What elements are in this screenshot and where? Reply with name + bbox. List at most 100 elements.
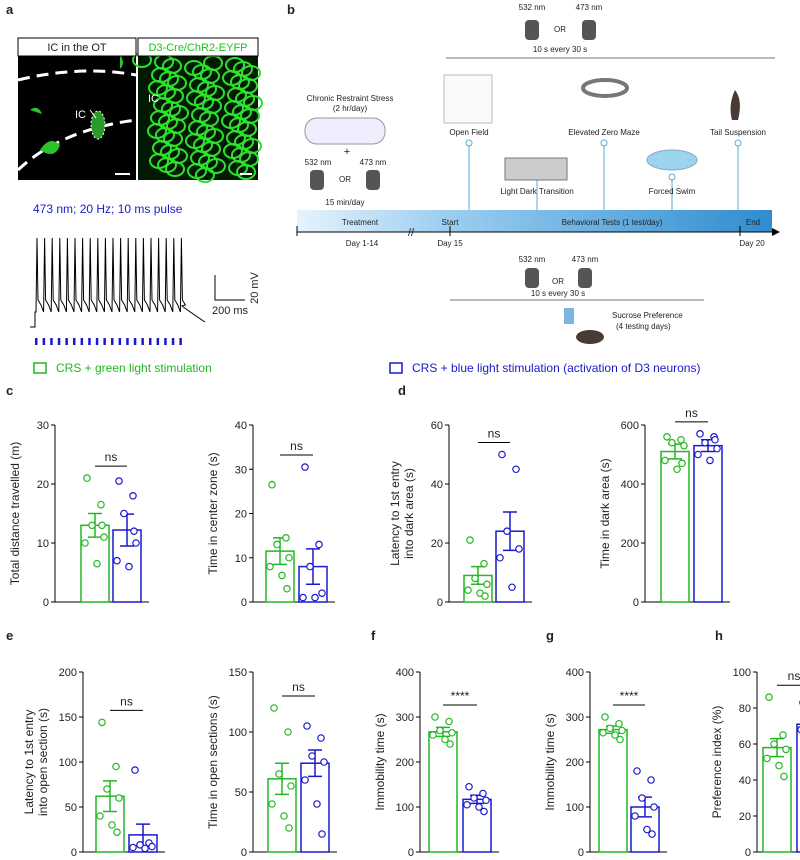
open-field-icon [443,74,493,124]
y-tick-label: 150 [229,667,247,679]
y-tick-label: 200 [621,538,639,550]
pulse [171,338,175,345]
data-point [650,803,658,811]
data-point [275,770,283,778]
data-point [463,800,471,809]
data-point [706,456,714,465]
data-point [93,559,101,568]
y-axis-label: Time in dark area (s) [598,458,612,568]
data-point [303,722,311,730]
data-point [98,521,106,530]
region-label: IC [148,93,159,105]
error-bar [103,780,117,813]
data-point [464,586,472,595]
axis-break: // [408,227,415,239]
data-point [318,589,326,597]
panel-b: 532 nm OR 473 nm 10 s every 30 s Chronic… [296,3,780,344]
phase: Behavioral Tests (1 test/day) [562,218,663,227]
data-point [448,728,456,737]
ic-outline [90,110,106,140]
pulses [35,338,182,345]
swim-icon [646,149,698,171]
arrowhead [772,228,780,236]
y-axis-label: into dark area (s) [402,468,416,559]
data-point [306,562,314,571]
data-point [308,752,316,760]
data-point [141,844,149,853]
data-point [508,583,516,592]
pulse [126,338,129,345]
pulse [133,338,137,345]
test-label: Open Field [449,128,488,137]
data-point [606,724,614,733]
data-point [282,534,290,542]
laser-icon [578,268,592,288]
pulse [65,338,68,345]
legend-swatch [33,362,47,374]
timeline-band [297,210,772,232]
stim-label: OR [552,277,564,286]
data-point [270,704,278,712]
stim-protocol: 10 s every 30 s [531,289,585,298]
y-axis-label: Latency to 1st entry [22,710,36,815]
y-tick-label: 100 [229,727,247,739]
error-bar [770,737,784,758]
treatment-label: Chronic Restraint Stress [307,94,394,103]
bottle-icon [564,308,574,324]
data-point [136,840,144,849]
y-tick-label: 40 [739,775,751,787]
pulse [73,338,76,345]
data-point [466,536,474,544]
y-axis-label: Immobility time (s) [373,713,387,810]
pulse [35,338,38,345]
data-point [120,509,128,518]
data-point [780,772,788,781]
y-tick-label: 200 [566,757,584,769]
maze-icon [581,78,629,98]
data-point [668,438,676,447]
stim-protocol: 15 min/day [325,198,364,207]
fluorescence [186,90,206,106]
data-point [132,539,140,547]
y-tick-label: 200 [59,667,77,679]
fluorescence [222,70,242,86]
pulse [118,338,122,345]
stim-label: 532 nm [519,255,546,264]
data-point [129,843,137,852]
fluorescence [184,60,204,76]
stim-protocol: 10 s every 30 s [533,45,587,54]
test-connectors [468,146,739,210]
y-tick-label: 80 [739,703,751,715]
image-title: IC in the OT [47,42,107,54]
y-tick-label: 100 [566,802,584,814]
data-point [503,527,511,536]
fluorescence [149,153,169,169]
bar [660,450,690,603]
data-point [711,435,719,444]
data-point [512,465,520,474]
pulse [141,338,144,345]
significance: ns [685,406,698,420]
data-point [287,782,295,790]
treatment-label: (2 hr/day) [333,104,368,113]
test-label: Elevated Zero Maze [568,128,640,137]
y-axis-label: Total distance travelled (m) [8,442,22,585]
data-point [100,533,108,541]
data-point [130,527,138,536]
significance: **** [620,689,639,703]
data-point [113,828,121,837]
charts: 0 10 20 30 Total distance travelled (m) ns 0 10… [8,406,800,859]
pulse [42,338,46,345]
data-point [782,745,790,754]
y-tick-label: 0 [241,597,247,609]
data-point [280,812,288,820]
test-label: Light Dark Transition [500,187,573,196]
y-axis-label: Time in open sections (s) [206,695,220,829]
plus: + [344,146,350,158]
y-tick-label: 300 [566,712,584,724]
data-point [638,794,646,802]
significance: ns [105,450,118,464]
data-point [480,807,488,816]
y-tick-label: 0 [408,847,414,859]
